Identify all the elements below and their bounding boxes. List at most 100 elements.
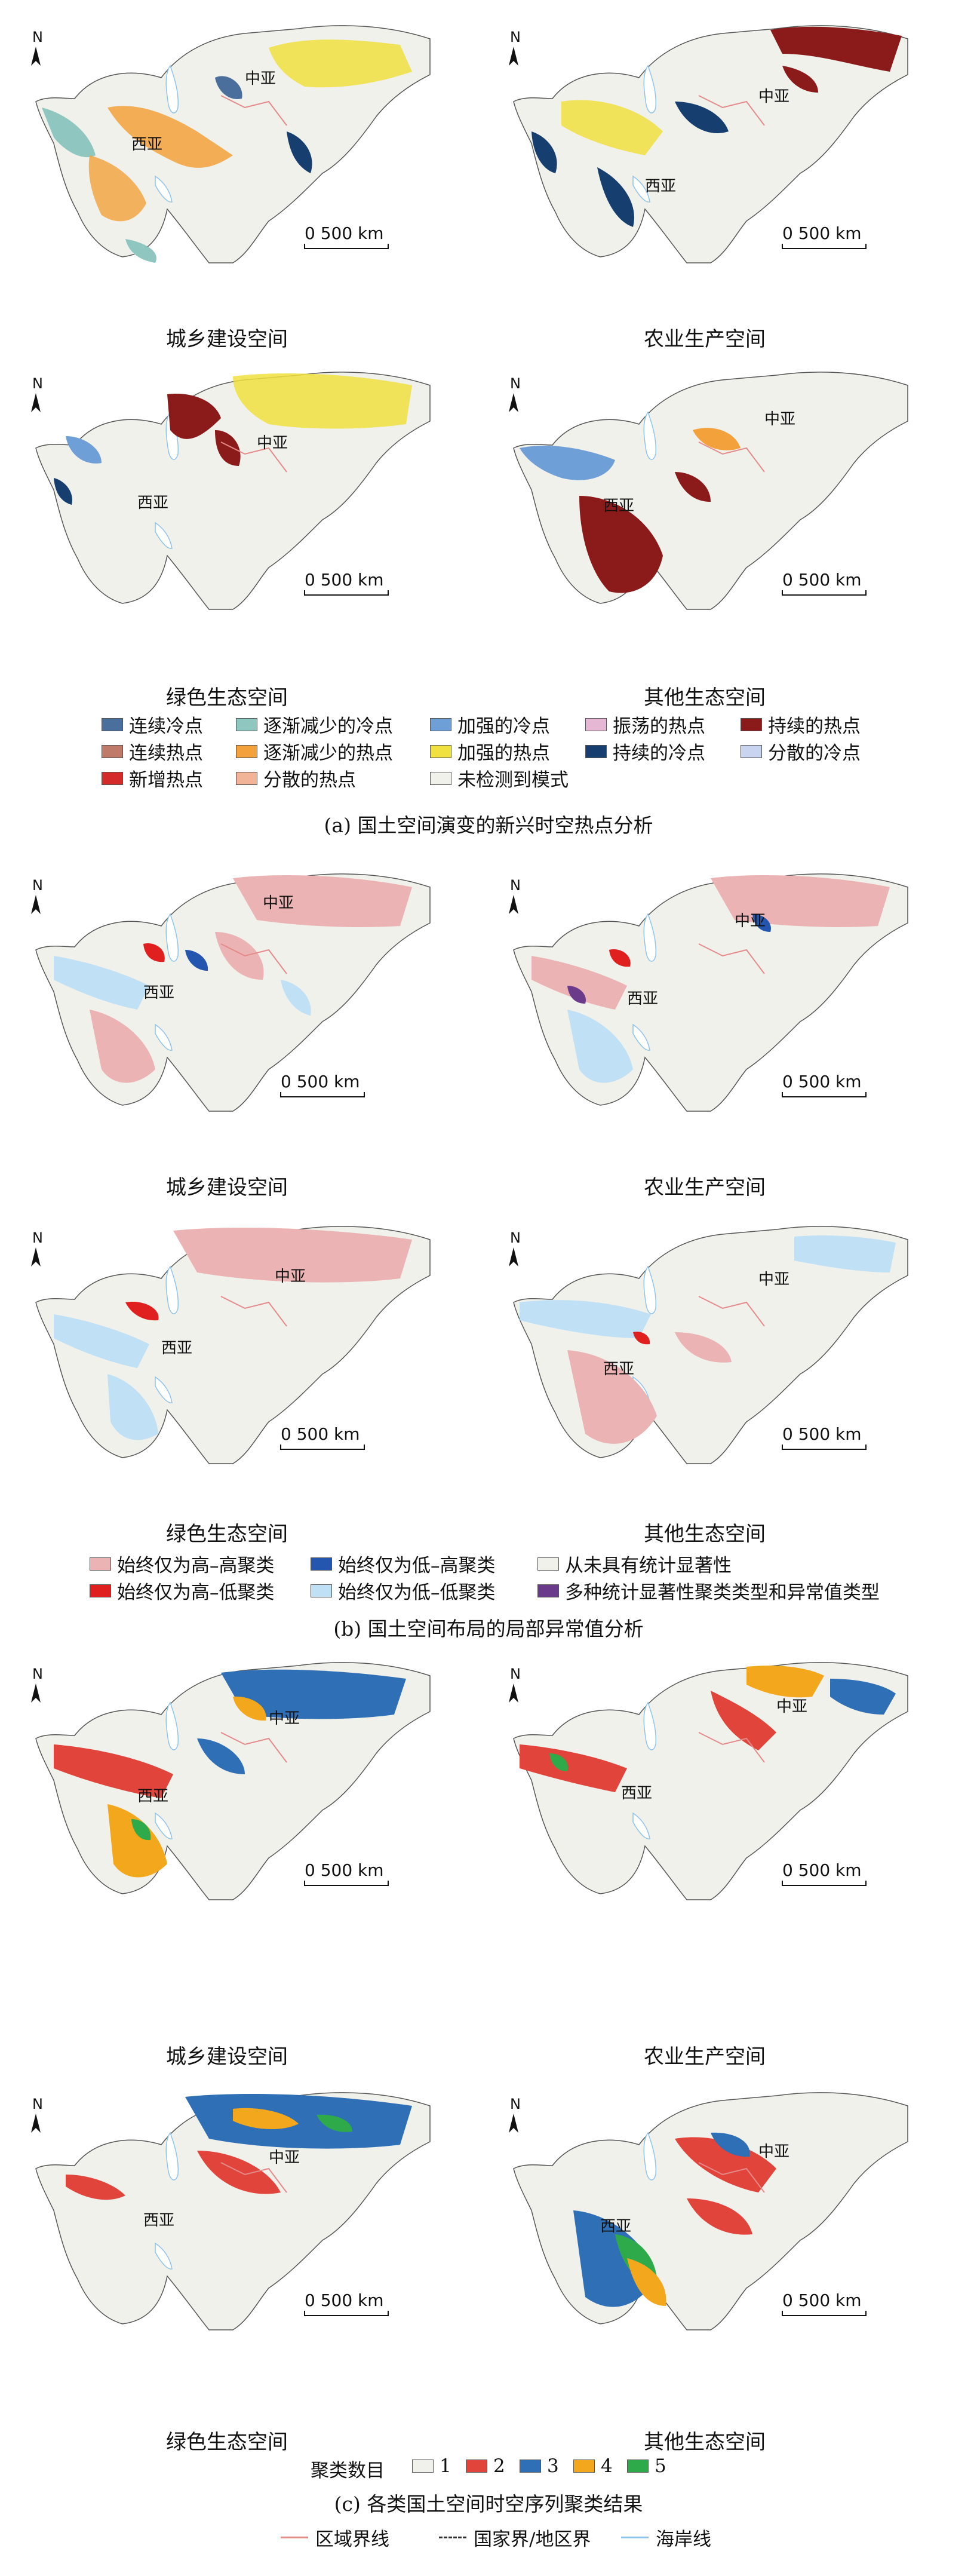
legend-line xyxy=(281,2537,308,2538)
north-arrow-icon: N xyxy=(31,29,43,66)
legend-item: 始终仅为高–高聚类 xyxy=(90,1550,275,1577)
legend-swatch xyxy=(585,744,607,758)
svg-text:0 500 km: 0 500 km xyxy=(782,570,862,590)
map-b-other: 中亚 西亚 N 0 500 km xyxy=(496,1213,914,1470)
map-title-c-green: 绿色生态空间 xyxy=(166,2430,288,2454)
region-label-central-asia: 中亚 xyxy=(263,894,294,912)
legend-item: 2 xyxy=(466,2455,505,2477)
map-title-c-urban: 城乡建设空间 xyxy=(166,2045,288,2069)
svg-text:0 500 km: 0 500 km xyxy=(305,223,384,243)
map-b-agri: 中亚 西亚 N 0 500 km xyxy=(496,860,914,1117)
map-c-green: 中亚 西亚 N 0 500 km xyxy=(18,2079,436,2336)
svg-text:N: N xyxy=(510,2096,521,2112)
region-label-central-asia: 中亚 xyxy=(776,1698,807,1716)
region-label-central-asia: 中亚 xyxy=(245,70,276,88)
north-arrow-icon: N xyxy=(509,375,521,412)
legend-item: 加强的冷点 xyxy=(430,711,550,738)
legend-b: 始终仅为高–高聚类 始终仅为低–高聚类 从未具有统计显著性 始终仅为高–低聚类 … xyxy=(0,1550,977,1604)
line-legend-region-boundary: 区域界线 xyxy=(281,2524,389,2551)
legend-swatch xyxy=(537,1557,559,1571)
legend-swatch xyxy=(102,717,123,731)
legend-item: 未检测到模式 xyxy=(430,765,569,792)
north-arrow-icon: N xyxy=(31,1229,43,1266)
scale-bar: 0 500 km xyxy=(782,1424,867,1450)
legend-item: 持续的热点 xyxy=(741,711,861,738)
legend-item: 连续热点 xyxy=(102,738,203,765)
legend-swatch xyxy=(311,1557,332,1571)
map-title-b-green: 绿色生态空间 xyxy=(166,1522,288,1546)
scale-bar: 0 500 km xyxy=(280,1424,365,1450)
north-arrow-icon: N xyxy=(509,1229,521,1266)
legend-swatch xyxy=(90,1557,111,1571)
svg-text:0 500 km: 0 500 km xyxy=(305,570,384,590)
legend-line xyxy=(439,2537,466,2538)
legend-swatch xyxy=(430,771,451,785)
legend-item: 加强的热点 xyxy=(430,738,550,765)
svg-text:0 500 km: 0 500 km xyxy=(281,1072,360,1091)
svg-text:0 500 km: 0 500 km xyxy=(782,1072,862,1091)
region-label-central-asia: 中亚 xyxy=(758,2143,789,2161)
scale-bar: 0 500 km xyxy=(782,570,867,596)
region-label-west-asia: 西亚 xyxy=(600,2218,631,2235)
legend-swatch xyxy=(741,717,762,731)
map-c-urban: 中亚 西亚 N 0 500 km xyxy=(18,1649,436,1906)
svg-text:0 500 km: 0 500 km xyxy=(281,1424,360,1444)
svg-text:0 500 km: 0 500 km xyxy=(782,223,862,243)
legend-swatch xyxy=(430,717,451,731)
legend-swatch xyxy=(430,744,451,758)
legend-item: 新增热点 xyxy=(102,765,203,792)
scale-bar: 0 500 km xyxy=(304,2290,389,2316)
region-label-west-asia: 西亚 xyxy=(161,1339,192,1357)
caption-a: (a) 国土空间演变的新兴时空热点分析 xyxy=(324,814,653,837)
map-title-a-urban: 城乡建设空间 xyxy=(166,327,288,351)
legend-item: 4 xyxy=(573,2455,613,2477)
region-label-west-asia: 西亚 xyxy=(621,1784,652,1802)
legend-item: 始终仅为高–低聚类 xyxy=(90,1577,275,1604)
north-arrow-icon: N xyxy=(509,29,521,66)
scale-bar: 0 500 km xyxy=(782,2290,867,2316)
region-label-west-asia: 西亚 xyxy=(603,497,634,515)
region-label-central-asia: 中亚 xyxy=(735,912,766,930)
legend-title: 聚类数目 xyxy=(311,2460,385,2482)
north-arrow-icon: N xyxy=(31,375,43,412)
north-arrow-icon: N xyxy=(31,2096,43,2133)
map-a-urban: 中亚 西亚 N 0 500 km xyxy=(18,12,436,269)
map-title-c-agri: 农业生产空间 xyxy=(644,2045,766,2069)
scale-bar: 0 500 km xyxy=(304,223,389,249)
map-title-c-other: 其他生态空间 xyxy=(644,2430,766,2454)
legend-c: 聚类数目 1 2 3 4 5 xyxy=(0,2455,977,2485)
svg-text:0 500 km: 0 500 km xyxy=(782,1424,862,1444)
legend-swatch xyxy=(412,2460,434,2473)
region-label-central-asia: 中亚 xyxy=(758,1271,789,1289)
legend-swatch xyxy=(627,2460,649,2473)
svg-text:N: N xyxy=(32,1229,43,1246)
map-a-green: 中亚 西亚 N 0 500 km xyxy=(18,358,436,615)
svg-text:N: N xyxy=(32,375,43,392)
region-label-central-asia: 中亚 xyxy=(764,410,795,428)
map-a-agri: 中亚 西亚 N 0 500 km xyxy=(496,12,914,269)
legend-swatch xyxy=(741,744,762,758)
map-title-b-other: 其他生态空间 xyxy=(644,1522,766,1546)
svg-text:0 500 km: 0 500 km xyxy=(782,1860,862,1880)
svg-text:N: N xyxy=(510,1666,521,1682)
caption-c: (c) 各类国土空间时空序列聚类结果 xyxy=(334,2492,643,2516)
scale-bar: 0 500 km xyxy=(280,1072,365,1097)
svg-text:N: N xyxy=(32,29,43,45)
scale-bar: 0 500 km xyxy=(782,223,867,249)
region-label-west-asia: 西亚 xyxy=(627,990,658,1008)
map-b-green: 中亚 西亚 N 0 500 km xyxy=(18,1213,436,1470)
svg-text:0 500 km: 0 500 km xyxy=(782,2290,862,2310)
map-c-other: 中亚 西亚 N 0 500 km xyxy=(496,2079,914,2336)
scale-bar: 0 500 km xyxy=(782,1860,867,1886)
legend-a: 连续冷点 逐渐减少的冷点 加强的冷点 振荡的热点 持续的热点 连续热点 逐渐减少… xyxy=(0,711,977,806)
legend-swatch xyxy=(585,717,607,731)
legend-item: 分散的冷点 xyxy=(741,738,861,765)
legend-swatch xyxy=(537,1584,559,1597)
map-title-a-agri: 农业生产空间 xyxy=(644,327,766,351)
map-title-b-agri: 农业生产空间 xyxy=(644,1176,766,1200)
svg-text:0 500 km: 0 500 km xyxy=(305,1860,384,1880)
legend-item: 1 xyxy=(412,2455,451,2477)
legend-item: 始终仅为低–低聚类 xyxy=(311,1577,496,1604)
legend-item: 逐渐减少的冷点 xyxy=(236,711,393,738)
svg-text:0 500 km: 0 500 km xyxy=(305,2290,384,2310)
